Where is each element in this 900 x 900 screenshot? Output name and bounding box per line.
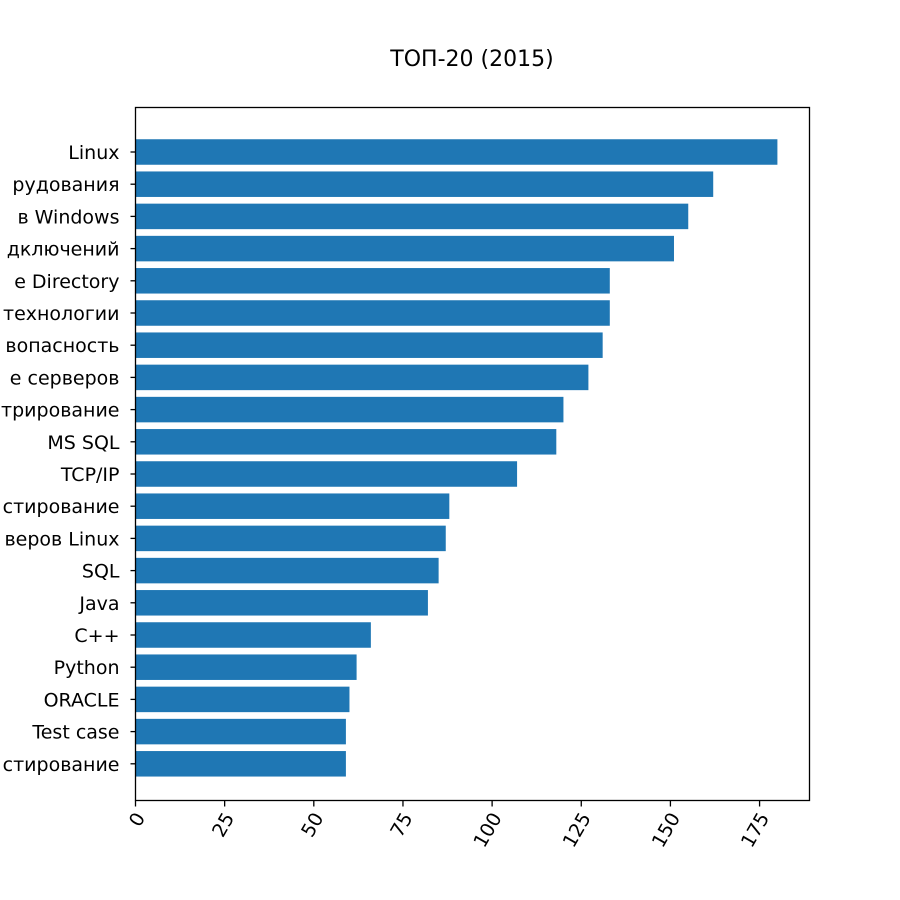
category-label: Java [78, 593, 119, 615]
category-label: стирование [3, 496, 120, 518]
bars [135, 139, 778, 777]
chart-title: ТОП-20 (2015) [389, 47, 553, 72]
bar [135, 171, 714, 197]
x-tick-label: 175 [737, 809, 774, 851]
x-tick-label: 150 [648, 809, 685, 851]
x-axis: 0 25 50 75 100 125 150 175 [125, 800, 774, 851]
bar [135, 300, 610, 326]
category-label: рудования [12, 174, 119, 196]
category-label: TCP/IP [60, 464, 120, 486]
bar [135, 622, 371, 648]
bar [135, 525, 446, 552]
bar [135, 268, 610, 294]
category-label: веров Linux [4, 528, 119, 550]
bar [135, 235, 674, 262]
bar [135, 590, 428, 616]
category-label: технологии [3, 303, 120, 325]
category-label: Python [54, 657, 120, 679]
x-tick-label: 75 [386, 809, 417, 841]
category-label: стирование [3, 754, 120, 776]
category-label: Test case [31, 722, 119, 744]
x-tick-label: 0 [125, 809, 150, 830]
x-tick-label: 50 [297, 809, 328, 841]
category-label: ORACLE [44, 689, 120, 711]
category-label: дключений [7, 239, 120, 261]
bar [135, 461, 518, 487]
bar [135, 396, 564, 423]
category-label: вопасность [5, 335, 119, 357]
bar [135, 718, 346, 745]
category-label: е серверов [10, 367, 120, 389]
bar [135, 429, 557, 455]
category-label: Linux [68, 142, 119, 164]
plot-frame [134, 106, 811, 802]
bar [135, 493, 450, 519]
category-label: SQL [82, 561, 120, 583]
bar [135, 139, 778, 165]
bar [135, 751, 346, 777]
x-tick-label: 25 [208, 809, 239, 841]
bar [135, 557, 439, 584]
bar [135, 203, 689, 230]
category-label: MS SQL [47, 432, 120, 454]
bar [135, 654, 357, 680]
bar [135, 364, 589, 391]
category-label: трирование [1, 400, 119, 422]
bar [135, 686, 350, 713]
category-label: e Directory [14, 271, 119, 293]
x-tick-label: 125 [559, 809, 596, 851]
category-labels: Linux рудования в Windows дключений e Direct… [1, 142, 136, 776]
bar [135, 332, 603, 358]
category-label: C++ [74, 625, 119, 647]
x-tick-label: 100 [469, 809, 506, 851]
category-label: в Windows [17, 206, 119, 228]
